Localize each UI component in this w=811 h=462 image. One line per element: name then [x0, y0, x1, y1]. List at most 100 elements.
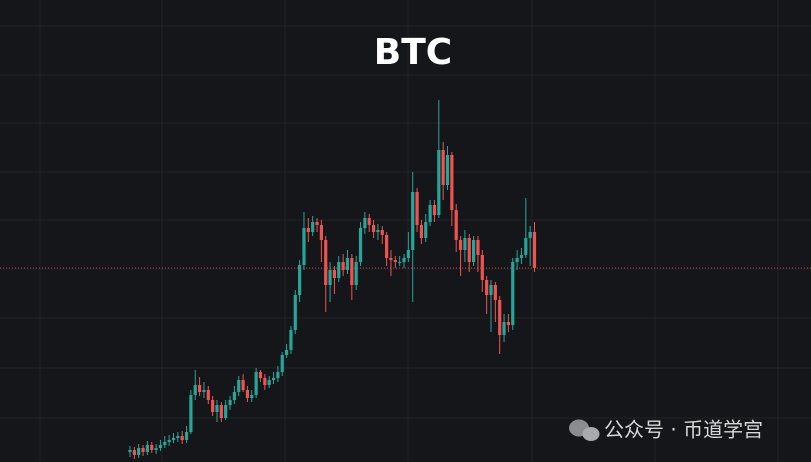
- candle-body: [228, 400, 232, 405]
- candle-body: [532, 232, 537, 268]
- candle-body: [180, 436, 184, 440]
- candle-body: [406, 250, 410, 258]
- candle-body: [145, 445, 149, 452]
- chart-title: BTC: [374, 32, 452, 73]
- candle-body: [176, 436, 180, 438]
- candle-body: [206, 390, 210, 400]
- candle-body: [315, 222, 319, 225]
- candle-body: [345, 258, 350, 270]
- candle-body: [424, 222, 428, 238]
- candle-body: [393, 260, 397, 262]
- candle-body: [472, 240, 476, 262]
- candle-body: [128, 450, 132, 452]
- candle-body: [350, 258, 354, 285]
- candle-body: [519, 255, 524, 258]
- candle-body: [328, 270, 332, 285]
- candle-body: [284, 350, 289, 355]
- candle-body: [311, 222, 315, 232]
- candle-body: [445, 155, 450, 185]
- candle-body: [380, 230, 384, 235]
- candle-body: [389, 258, 393, 260]
- candle-body: [485, 280, 489, 295]
- candle-body: [193, 385, 197, 395]
- candle-body: [463, 238, 467, 250]
- candle-body: [493, 285, 497, 300]
- candle-body: [276, 372, 280, 378]
- candle-body: [363, 218, 367, 228]
- candle-body: [271, 378, 276, 380]
- candle-body: [306, 228, 310, 232]
- candle-body: [489, 285, 493, 295]
- candle-body: [202, 390, 206, 392]
- candle-body: [224, 405, 228, 418]
- candle-body: [398, 262, 402, 263]
- candle-body: [137, 448, 141, 455]
- candle-body: [458, 240, 463, 250]
- candle-body: [511, 262, 515, 325]
- candle-body: [358, 228, 363, 262]
- candle-body: [437, 150, 441, 215]
- candle-body: [189, 395, 193, 432]
- candle-body: [263, 378, 267, 385]
- candle-body: [332, 270, 337, 278]
- candle-body: [197, 385, 202, 392]
- candle-body: [467, 238, 471, 262]
- candle-body: [267, 380, 271, 385]
- candle-body: [302, 228, 306, 265]
- candle-body: [219, 405, 223, 418]
- candle-body: [337, 262, 341, 278]
- candle-body: [367, 218, 371, 225]
- candle-body: [354, 262, 358, 285]
- candle-body: [441, 150, 445, 185]
- candle-body: [237, 380, 241, 392]
- candle-body: [419, 225, 424, 238]
- candle-body: [528, 232, 532, 238]
- candle-body: [163, 442, 167, 445]
- candle-body: [167, 440, 171, 442]
- candle-body: [232, 392, 236, 400]
- candle-body: [298, 265, 302, 295]
- candle-body: [293, 295, 297, 330]
- candle-body: [245, 390, 250, 398]
- candle-body: [258, 372, 263, 378]
- candle-body: [506, 322, 511, 325]
- candle-body: [341, 262, 345, 270]
- candle-body: [215, 405, 219, 412]
- candle-body: [171, 438, 176, 440]
- watermark-icon: [569, 419, 600, 441]
- candle-body: [454, 210, 458, 240]
- candle-body: [411, 192, 415, 250]
- candle-body: [428, 205, 432, 222]
- candle-body: [280, 355, 284, 372]
- candle-body: [524, 238, 528, 255]
- candle-body: [502, 322, 506, 335]
- candle-body: [184, 432, 189, 440]
- candle-body: [132, 450, 136, 455]
- candle-body: [376, 230, 380, 232]
- candle-body: [154, 448, 158, 450]
- candle-body: [498, 300, 502, 335]
- candle-body: [241, 380, 245, 390]
- candle-body: [480, 255, 484, 280]
- candle-body: [289, 330, 293, 350]
- candle-body: [141, 448, 145, 452]
- candle-body: [150, 445, 154, 450]
- watermark: 公众号 · 币道学宫: [604, 418, 763, 442]
- candle-body: [254, 372, 258, 395]
- candle-body: [415, 192, 419, 225]
- candle-body: [476, 240, 480, 255]
- candle-body: [371, 225, 376, 232]
- candle-body: [211, 400, 215, 412]
- candle-body: [158, 445, 163, 448]
- candle-body: [432, 205, 437, 215]
- candle-body: [450, 155, 454, 210]
- candle-body: [250, 395, 254, 398]
- candle-body: [319, 225, 323, 240]
- candle-body: [515, 258, 519, 262]
- candle-body: [402, 258, 406, 262]
- candle-body: [385, 235, 389, 258]
